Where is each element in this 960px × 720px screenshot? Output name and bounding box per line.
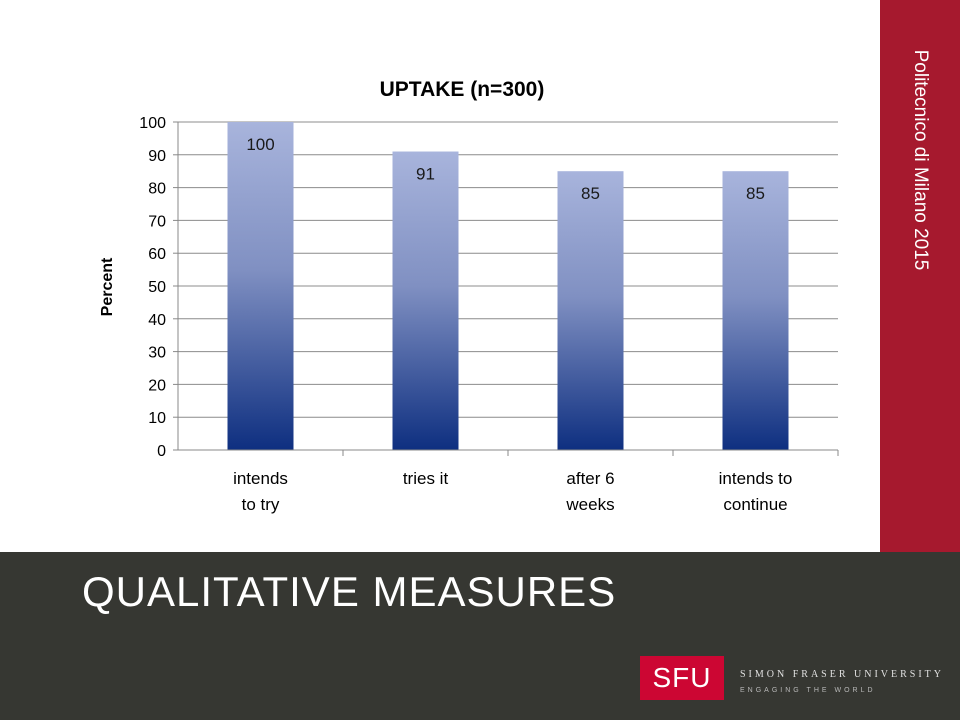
bar (557, 171, 624, 450)
y-tick-label: 90 (148, 148, 166, 165)
x-tick-label: to try (242, 495, 280, 514)
x-tick-label: weeks (565, 495, 614, 514)
bar-data-label: 91 (416, 165, 435, 184)
bar (227, 122, 294, 450)
side-band (880, 0, 960, 552)
footer-band (0, 552, 960, 720)
bar-data-label: 100 (246, 135, 274, 154)
bar-chart: UPTAKE (n=300) Percent 0 10 20 30 40 50 60 70 80… (99, 78, 839, 514)
y-tick-label: 70 (148, 213, 166, 230)
university-tagline: ENGAGING THE WORLD (740, 687, 876, 694)
bar (722, 171, 789, 450)
sfu-logo-mark: SFU (640, 656, 724, 700)
y-tick-labels: 0 10 20 30 40 50 60 70 80 90 100 (139, 115, 178, 460)
x-tick-label: tries it (403, 469, 449, 488)
y-tick-label: 80 (148, 181, 166, 198)
side-label: Politecnico di Milano 2015 (910, 49, 931, 271)
bar-data-label: 85 (581, 184, 600, 203)
x-tick-label: intends (233, 469, 288, 488)
y-tick-label: 50 (148, 279, 166, 296)
bars: 100 91 85 85 (227, 122, 789, 450)
y-tick-label: 0 (157, 443, 166, 460)
university-name: SIMON FRASER UNIVERSITY (740, 669, 945, 680)
bar (392, 151, 459, 450)
bar-data-label: 85 (746, 184, 765, 203)
y-tick-label: 60 (148, 246, 166, 263)
x-tick-labels: intends to try tries it after 6 weeks intends… (233, 450, 839, 514)
slide-title: QUALITATIVE MEASURES (82, 568, 617, 615)
x-tick-label: continue (723, 495, 787, 514)
y-tick-label: 100 (139, 115, 166, 132)
chart-title: UPTAKE (n=300) (380, 78, 545, 101)
y-tick-label: 40 (148, 312, 166, 329)
y-tick-label: 10 (148, 410, 166, 427)
x-tick-label: after 6 (566, 469, 614, 488)
y-tick-label: 20 (148, 377, 166, 394)
y-axis-label: Percent (99, 257, 116, 316)
x-tick-label: intends to (719, 469, 793, 488)
y-tick-label: 30 (148, 345, 166, 362)
